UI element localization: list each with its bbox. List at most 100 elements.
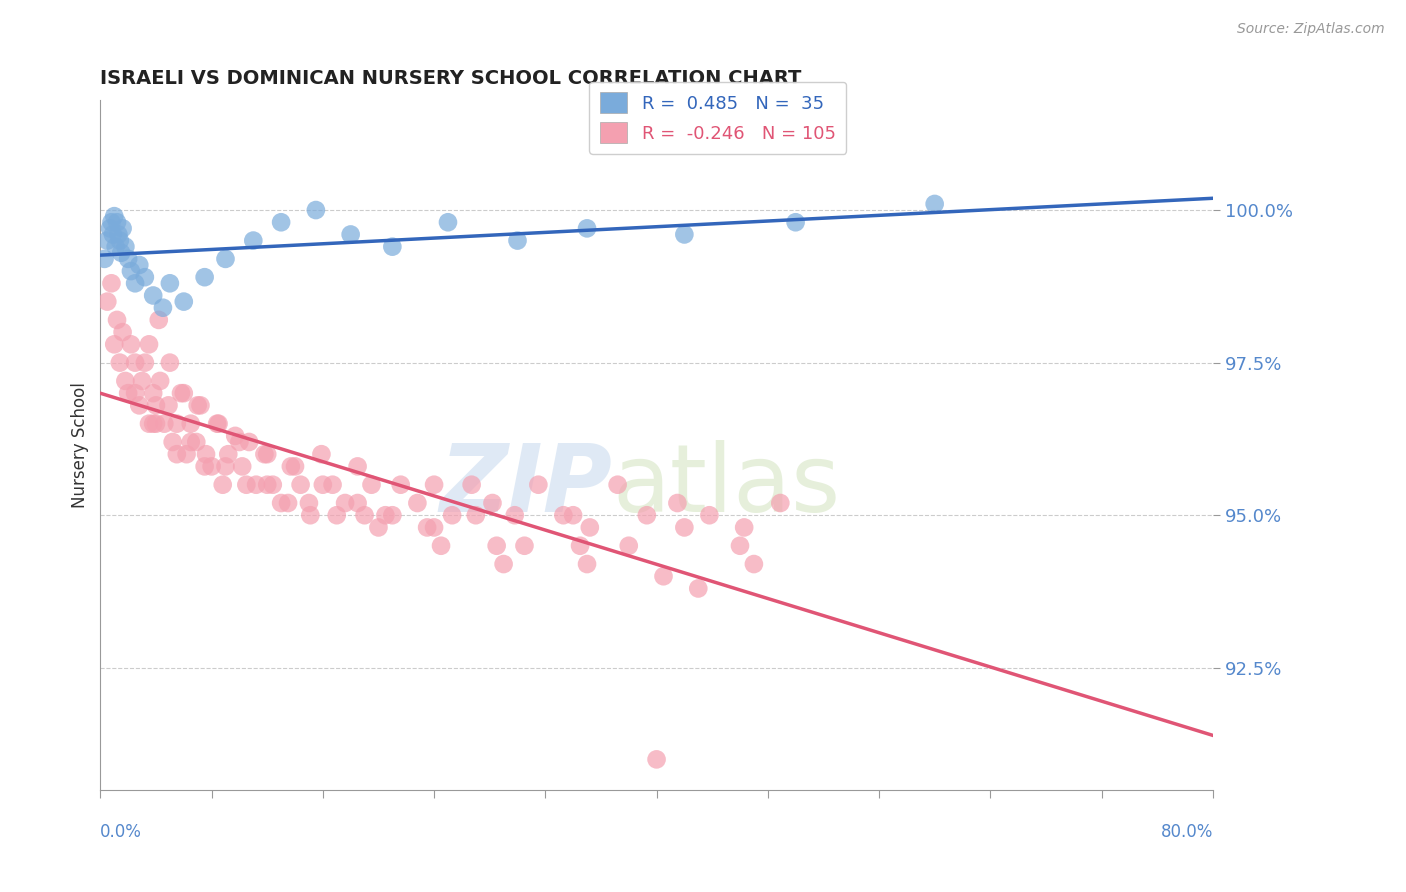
Point — [107, 227, 129, 242]
Point — [176, 447, 198, 461]
Point — [186, 435, 208, 450]
Point — [224, 429, 246, 443]
Point — [579, 520, 602, 534]
Point — [190, 398, 212, 412]
Point — [513, 539, 536, 553]
Point — [485, 539, 508, 553]
Point — [423, 477, 446, 491]
Point — [346, 459, 368, 474]
Point — [430, 539, 453, 553]
Point — [105, 215, 128, 229]
Point — [157, 398, 180, 412]
Point — [569, 539, 592, 553]
Point — [217, 447, 239, 461]
Point — [180, 435, 202, 450]
Point — [262, 477, 284, 491]
Point — [235, 477, 257, 491]
Point — [242, 234, 264, 248]
Point — [238, 435, 260, 450]
Point — [645, 752, 668, 766]
Point — [245, 477, 267, 491]
Point — [180, 417, 202, 431]
Point — [145, 417, 167, 431]
Point — [277, 496, 299, 510]
Point — [173, 386, 195, 401]
Point — [117, 252, 139, 266]
Point — [142, 417, 165, 431]
Point — [207, 417, 229, 431]
Point — [100, 277, 122, 291]
Point — [492, 557, 515, 571]
Point — [195, 447, 218, 461]
Point — [194, 459, 217, 474]
Point — [381, 508, 404, 523]
Point — [374, 508, 396, 523]
Point — [103, 209, 125, 223]
Point — [162, 435, 184, 450]
Point — [159, 277, 181, 291]
Point — [173, 294, 195, 309]
Point — [142, 288, 165, 302]
Point — [148, 313, 170, 327]
Point — [256, 447, 278, 461]
Point — [114, 240, 136, 254]
Point — [128, 398, 150, 412]
Point — [138, 417, 160, 431]
Point — [339, 227, 361, 242]
Point — [256, 477, 278, 491]
Point — [769, 496, 792, 510]
Point — [253, 447, 276, 461]
Point — [103, 337, 125, 351]
Point — [576, 221, 599, 235]
Point — [280, 459, 302, 474]
Point — [311, 447, 333, 461]
Point — [441, 508, 464, 523]
Point — [666, 496, 689, 510]
Point — [228, 435, 250, 450]
Point — [166, 417, 188, 431]
Y-axis label: Nursery School: Nursery School — [72, 382, 89, 508]
Point — [728, 539, 751, 553]
Point — [134, 270, 156, 285]
Point — [152, 301, 174, 315]
Point — [149, 374, 172, 388]
Point — [576, 557, 599, 571]
Point — [111, 325, 134, 339]
Point — [437, 215, 460, 229]
Point — [688, 582, 710, 596]
Point — [101, 227, 124, 242]
Point — [100, 215, 122, 229]
Point — [200, 459, 222, 474]
Point — [270, 496, 292, 510]
Point — [733, 520, 755, 534]
Point — [96, 294, 118, 309]
Point — [105, 313, 128, 327]
Point — [120, 264, 142, 278]
Point — [166, 447, 188, 461]
Point — [305, 202, 328, 217]
Point — [652, 569, 675, 583]
Point — [367, 520, 389, 534]
Point — [131, 374, 153, 388]
Point — [214, 459, 236, 474]
Point — [187, 398, 209, 412]
Point — [153, 417, 176, 431]
Point — [406, 496, 429, 510]
Text: atlas: atlas — [612, 441, 841, 533]
Point — [93, 252, 115, 266]
Text: 80.0%: 80.0% — [1160, 823, 1213, 841]
Point — [145, 398, 167, 412]
Point — [298, 496, 321, 510]
Point — [742, 557, 765, 571]
Point — [98, 221, 121, 235]
Point — [134, 356, 156, 370]
Point — [312, 477, 335, 491]
Point — [214, 252, 236, 266]
Point — [211, 477, 233, 491]
Point — [159, 356, 181, 370]
Point — [423, 520, 446, 534]
Legend: R =  0.485   N =  35, R =  -0.246   N = 105: R = 0.485 N = 35, R = -0.246 N = 105 — [589, 82, 846, 154]
Point — [231, 459, 253, 474]
Point — [205, 417, 228, 431]
Point — [124, 356, 146, 370]
